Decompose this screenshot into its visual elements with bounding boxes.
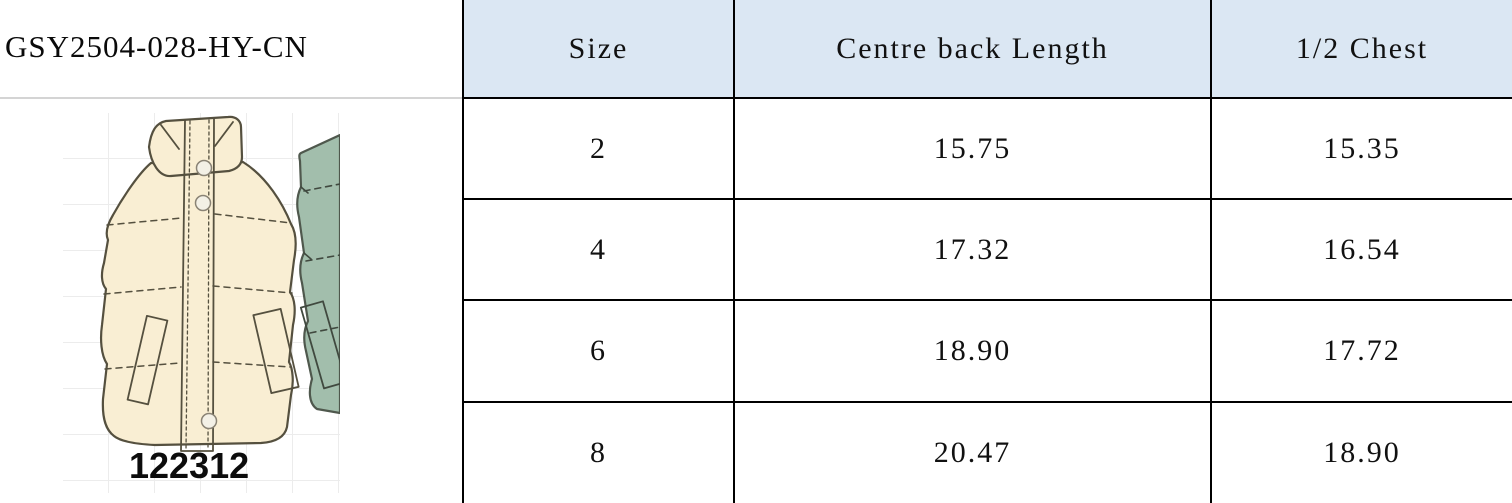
header-cell-centre-back-length: Centre back Length xyxy=(733,0,1210,99)
header-cell-half-chest: 1/2 Chest xyxy=(1210,0,1512,99)
table-cell-size: 6 xyxy=(462,301,733,403)
row-divider-line xyxy=(0,97,462,99)
cream-vest-shape xyxy=(99,115,300,452)
table-cell-half-chest: 15.35 xyxy=(1210,99,1512,200)
vest-illustration xyxy=(99,115,340,452)
green-vest-shape xyxy=(296,133,340,415)
table-cell-size: 2 xyxy=(462,99,733,200)
size-table: Size Centre back Length 1/2 Chest 2 15.7… xyxy=(462,0,1512,503)
header-cell-size: Size xyxy=(462,0,733,99)
table-cell-half-chest: 18.90 xyxy=(1210,403,1512,503)
table-cell-centre-back-length: 18.90 xyxy=(733,301,1210,403)
table-cell-centre-back-length: 17.32 xyxy=(733,200,1210,301)
style-number: 122312 xyxy=(129,445,250,486)
product-pane: GSY2504-028-HY-CN xyxy=(0,0,462,503)
table-cell-size: 4 xyxy=(462,200,733,301)
product-code: GSY2504-028-HY-CN xyxy=(5,29,308,64)
table-cell-centre-back-length: 20.47 xyxy=(733,403,1210,503)
product-image: 122312 xyxy=(63,113,340,493)
table-cell-size: 8 xyxy=(462,403,733,503)
table-cell-half-chest: 16.54 xyxy=(1210,200,1512,301)
table-cell-half-chest: 17.72 xyxy=(1210,301,1512,403)
table-cell-centre-back-length: 15.75 xyxy=(733,99,1210,200)
